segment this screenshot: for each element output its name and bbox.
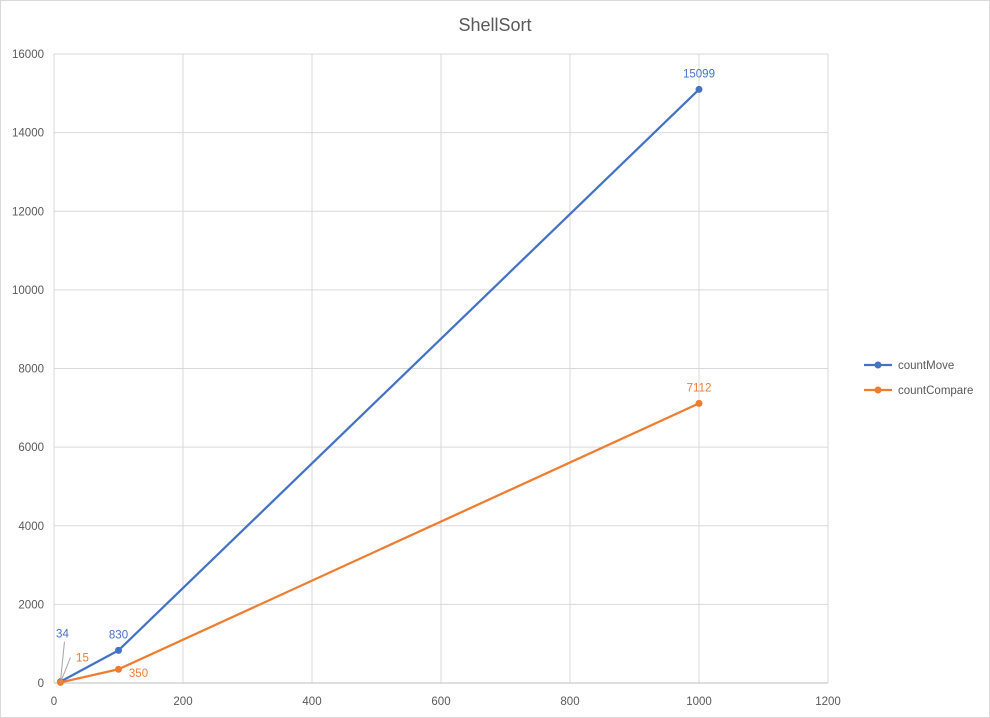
legend-marker: [874, 386, 882, 394]
chart-title: ShellSort: [458, 15, 531, 35]
x-tick-label: 600: [431, 696, 450, 708]
legend: countMove countCompare: [864, 360, 973, 397]
legend-marker: [874, 361, 882, 369]
series-group: 34 830 15099 15 350 7112: [56, 68, 715, 686]
y-axis-ticks: 0 2000 4000 6000 8000 10000 12000 14000 16000: [12, 49, 44, 690]
y-tick-label: 2000: [18, 599, 44, 611]
x-tick-label: 1000: [686, 696, 712, 708]
data-label-countMove: 830: [109, 629, 128, 641]
data-label-countCompare: 350: [129, 668, 148, 680]
data-label-leader: [59, 657, 71, 683]
series-line-countMove: [59, 88, 701, 683]
legend-item-countMove: countMove: [864, 360, 954, 372]
x-tick-label: 0: [51, 696, 57, 708]
y-tick-label: 8000: [18, 364, 44, 376]
data-label-countCompare: 15: [76, 652, 89, 664]
y-tick-label: 4000: [18, 521, 44, 533]
gridlines: [53, 53, 829, 684]
y-tick-label: 14000: [12, 128, 44, 140]
data-label-countCompare: 7112: [687, 382, 712, 394]
data-label-leader: [59, 641, 65, 682]
legend-label: countCompare: [898, 385, 973, 397]
legend-label: countMove: [898, 360, 954, 372]
legend-item-countCompare: countCompare: [864, 385, 973, 397]
y-tick-label: 6000: [18, 442, 44, 454]
y-tick-label: 0: [38, 678, 44, 690]
data-label-countMove: 34: [56, 629, 69, 641]
data-point-countCompare: [695, 399, 703, 407]
data-point-countMove: [115, 646, 122, 654]
x-tick-label: 800: [560, 696, 579, 708]
y-tick-label: 12000: [12, 206, 44, 218]
x-axis-ticks: 0 200 400 600 800 1000 1200: [51, 696, 841, 708]
data-label-countMove: 15099: [683, 68, 715, 80]
x-tick-label: 1200: [815, 696, 841, 708]
data-point-countMove: [695, 85, 703, 93]
x-tick-label: 200: [173, 696, 192, 708]
data-point-countCompare: [115, 665, 122, 673]
x-tick-label: 400: [302, 696, 321, 708]
y-tick-label: 16000: [12, 49, 44, 61]
series-line-countCompare: [59, 402, 701, 684]
y-tick-label: 10000: [12, 285, 44, 297]
